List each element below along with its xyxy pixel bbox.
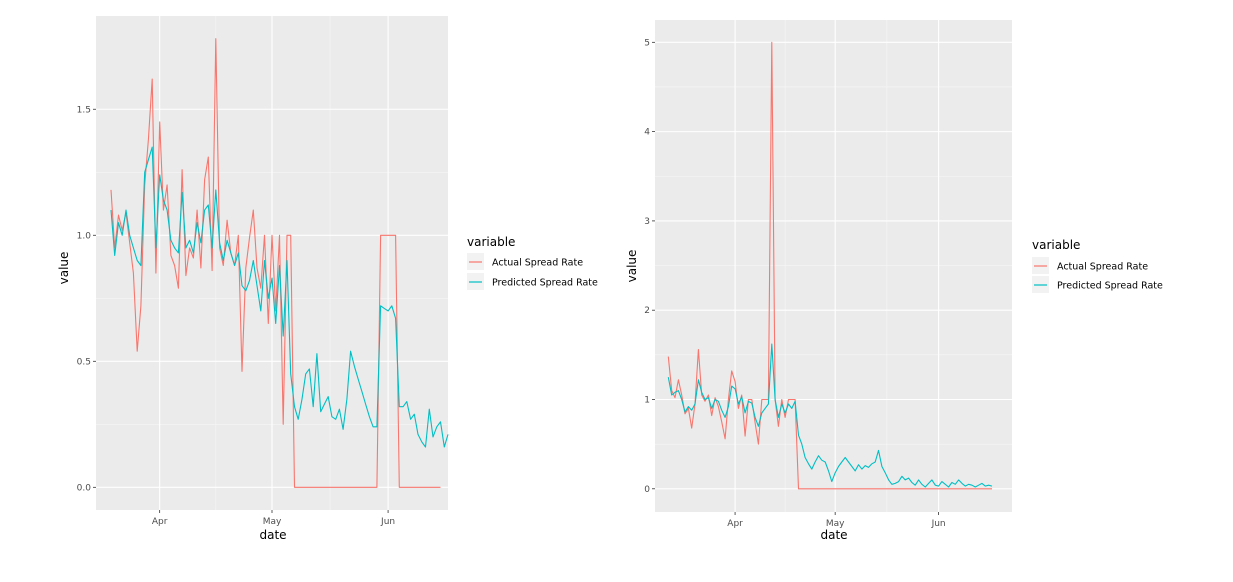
legend-label: Actual Spread Rate — [492, 258, 583, 269]
legend-label: Predicted Spread Rate — [492, 278, 598, 289]
y-axis-title: value — [625, 250, 639, 283]
legend-label: Predicted Spread Rate — [1057, 281, 1163, 292]
y-tick-label: 1.5 — [77, 105, 91, 115]
plot-background — [655, 20, 1012, 512]
y-tick-label: 4 — [644, 128, 650, 138]
legend: variable Actual Spread Rate Predicted Spre… — [467, 235, 598, 290]
x-tick-label: May — [263, 517, 282, 527]
x-tick-label: Apr — [727, 519, 743, 529]
chart-panel-1: 0.0 0.5 1.0 1.5 Apr May Jun date value variable Ac… — [57, 16, 598, 542]
legend-title: variable — [1032, 238, 1080, 252]
y-tick-label: 5 — [644, 38, 650, 48]
y-tick-label: 0.0 — [77, 483, 92, 493]
series-line-predicted — [110, 146, 449, 448]
y-tick-label: 0.5 — [77, 357, 91, 367]
y-tick-label: 3 — [644, 217, 650, 227]
x-tick-label: Jun — [931, 519, 946, 529]
series-line-predicted — [667, 343, 993, 488]
chart-panel-2: 0 1 2 3 4 5 Apr May Jun date value variable Actual S… — [625, 20, 1163, 542]
x-axis-title: date — [259, 528, 286, 542]
legend-title: variable — [467, 235, 515, 249]
y-tick-label: 0 — [644, 485, 650, 495]
x-tick-label: May — [826, 519, 845, 529]
y-tick-label: 2 — [644, 306, 650, 316]
x-axis-title: date — [820, 528, 847, 542]
legend-label: Actual Spread Rate — [1057, 262, 1148, 273]
series-line-actual — [667, 41, 992, 490]
y-axis-title: value — [57, 252, 71, 285]
y-tick-label: 1.0 — [77, 231, 92, 241]
x-tick-label: Jun — [380, 517, 395, 527]
legend: variable Actual Spread Rate Predicted Spre… — [1032, 238, 1163, 293]
x-tick-label: Apr — [152, 517, 168, 527]
y-tick-label: 1 — [644, 395, 650, 405]
